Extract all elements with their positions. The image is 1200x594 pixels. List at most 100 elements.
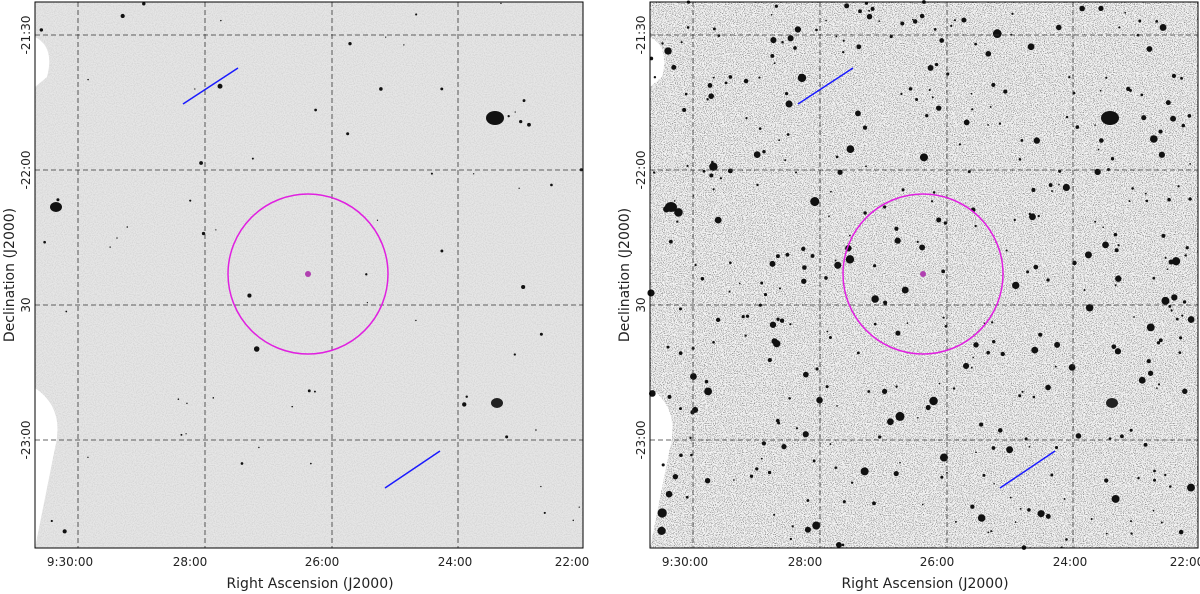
center-marker	[305, 271, 311, 277]
star	[936, 217, 942, 223]
star	[991, 82, 996, 88]
star	[365, 273, 368, 276]
star	[180, 433, 183, 436]
star	[970, 92, 973, 95]
star	[62, 529, 67, 534]
star	[867, 390, 871, 393]
star	[770, 54, 775, 58]
star	[1026, 270, 1030, 274]
star	[789, 537, 792, 541]
star	[694, 263, 697, 267]
star	[801, 278, 807, 284]
star	[87, 78, 89, 81]
star	[1005, 249, 1008, 252]
x-tick-label: 26:00	[920, 555, 955, 569]
star	[1055, 24, 1062, 31]
star	[648, 390, 656, 397]
star	[676, 220, 679, 223]
star	[835, 155, 839, 159]
star	[1146, 359, 1151, 364]
star	[1140, 93, 1144, 97]
star	[120, 13, 125, 19]
star	[661, 42, 664, 45]
star	[505, 435, 509, 439]
star	[215, 229, 217, 231]
star	[834, 466, 838, 470]
star	[682, 107, 687, 113]
star	[901, 188, 905, 192]
star	[1158, 151, 1165, 158]
star	[199, 161, 203, 165]
star	[934, 62, 939, 67]
star	[963, 119, 970, 126]
star	[65, 310, 68, 313]
star	[837, 169, 843, 175]
star	[939, 38, 945, 43]
star	[997, 428, 1003, 433]
star	[812, 521, 821, 530]
y-axis-label: Declination (J2000)	[617, 208, 633, 342]
star	[251, 157, 254, 160]
star	[844, 3, 850, 9]
star	[815, 28, 818, 32]
star	[1189, 162, 1191, 165]
star	[767, 357, 772, 363]
star	[1028, 446, 1031, 448]
star	[784, 159, 787, 162]
star	[786, 133, 790, 136]
star	[220, 19, 222, 22]
star	[878, 20, 881, 22]
star	[87, 456, 89, 459]
y-tick-label: -21:30	[19, 16, 33, 55]
star	[1182, 388, 1188, 395]
star	[781, 41, 784, 44]
star	[253, 346, 260, 352]
star	[868, 9, 871, 12]
star	[900, 92, 903, 96]
star	[794, 171, 798, 174]
star	[1165, 100, 1171, 106]
star	[1117, 244, 1120, 247]
star	[1111, 494, 1120, 503]
star	[519, 119, 523, 124]
star	[961, 17, 967, 23]
star	[985, 50, 992, 57]
center-marker	[920, 271, 926, 277]
star	[189, 199, 192, 202]
star	[535, 429, 537, 431]
region-circle	[227, 193, 389, 355]
star	[704, 478, 711, 484]
star	[671, 64, 677, 70]
star	[842, 39, 845, 42]
star	[647, 289, 655, 297]
star	[1033, 264, 1039, 270]
star	[975, 451, 977, 454]
star	[972, 356, 975, 359]
star	[247, 293, 252, 298]
star	[1012, 281, 1020, 290]
star	[689, 436, 692, 439]
star	[440, 87, 444, 91]
star	[795, 427, 799, 430]
star	[860, 467, 869, 476]
blue-marker	[182, 67, 239, 105]
star	[518, 187, 520, 189]
star	[50, 519, 53, 523]
star	[1131, 187, 1134, 190]
star	[1130, 532, 1133, 535]
star	[702, 169, 706, 173]
star	[804, 526, 811, 533]
star	[1048, 183, 1053, 188]
star	[1075, 433, 1082, 439]
star	[142, 2, 146, 6]
star	[700, 277, 705, 281]
star	[668, 239, 673, 244]
star	[1180, 76, 1183, 80]
star	[816, 396, 823, 404]
star	[1153, 469, 1156, 473]
star	[291, 405, 294, 408]
star	[763, 293, 768, 297]
star	[842, 51, 845, 54]
star	[1097, 148, 1100, 151]
star	[1164, 473, 1167, 477]
